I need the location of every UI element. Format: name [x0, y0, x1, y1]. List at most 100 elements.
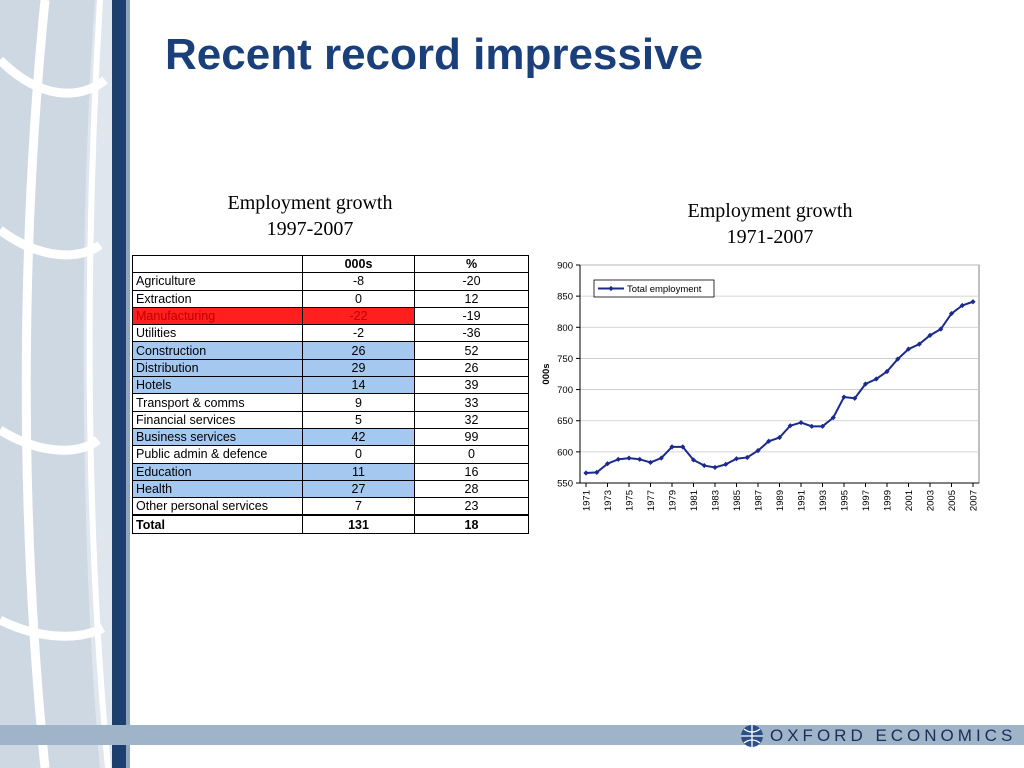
thousands-cell: 11 [302, 462, 415, 481]
globe-decoration [0, 0, 130, 768]
x-tick-label: 1987 [754, 490, 765, 511]
table-row: Manufacturing -22 -19 [132, 306, 529, 326]
data-point [776, 434, 783, 441]
y-tick-label: 900 [557, 261, 573, 272]
sector-cell: Utilities [132, 324, 303, 343]
legend-label: Total employment [627, 284, 702, 295]
data-point [873, 376, 879, 382]
legend-marker [608, 285, 614, 292]
x-tick-label: 1999 [883, 490, 894, 511]
data-point [766, 438, 772, 444]
chart-caption-line1: Employment growth [687, 200, 853, 222]
data-point [819, 423, 826, 429]
x-tick-label: 1973 [603, 490, 614, 511]
sector-cell: Education [132, 462, 303, 481]
data-point [830, 415, 836, 421]
x-tick-label: 1991 [797, 490, 808, 511]
header-sector [132, 254, 303, 274]
data-point [583, 470, 589, 476]
table-row: Other personal services 7 23 [132, 497, 529, 516]
table-header-row: 000s % [132, 254, 529, 274]
employment-line-chart: 550 600 650 700 750 800 850 900 1971 1973 1975 1977… [541, 261, 980, 511]
data-point [615, 456, 621, 462]
data-point [594, 469, 600, 476]
x-tick-label: 1985 [732, 490, 743, 511]
percent-cell: -19 [414, 306, 529, 326]
thousands-cell: 5 [302, 410, 415, 429]
sector-cell: Distribution [132, 358, 303, 378]
percent-cell: 39 [414, 376, 529, 395]
x-tick-label: 2001 [904, 490, 915, 511]
y-axis-label: 000s [541, 363, 552, 384]
legend-box [593, 279, 715, 298]
thousands-cell: -2 [302, 324, 415, 343]
percent-cell: 23 [414, 497, 529, 516]
x-tick-label: 1981 [689, 490, 700, 511]
table-body: Agriculture -8 -20 Extraction 0 12 Manufacturi… [132, 272, 529, 534]
sector-cell: Transport & comms [132, 393, 303, 412]
sector-cell: Extraction [132, 289, 303, 308]
data-point [647, 459, 654, 466]
footer-bar [0, 725, 1024, 745]
percent-cell: -36 [414, 324, 529, 343]
percent-cell: 33 [414, 393, 529, 412]
sector-cell: Manufacturing [132, 306, 303, 326]
x-tick-label: 1975 [625, 490, 636, 511]
table-row: Hotels 14 39 [132, 376, 529, 395]
y-tick-label: 600 [557, 447, 573, 458]
sector-cell: Financial services [132, 410, 303, 429]
total-label-cell: Total [132, 514, 303, 534]
y-tick-label: 850 [557, 292, 573, 303]
x-tick-label: 1989 [775, 490, 786, 511]
percent-cell: 26 [414, 358, 529, 378]
thousands-cell: 26 [302, 341, 415, 360]
percent-cell: 32 [414, 410, 529, 429]
table-row: Transport & comms 9 33 [132, 393, 529, 412]
percent-cell: 52 [414, 341, 529, 360]
data-point [841, 394, 847, 400]
sector-cell: Hotels [132, 376, 303, 395]
thousands-cell: -22 [302, 306, 415, 326]
sector-cell: Other personal services [132, 497, 303, 516]
x-tick-label: 1977 [646, 490, 657, 511]
thousands-cell: 42 [302, 427, 415, 447]
total-percent-cell: 18 [414, 514, 529, 534]
thousands-cell: 0 [302, 445, 415, 464]
data-point [637, 456, 643, 462]
data-point [744, 454, 750, 461]
x-tick-label: 1979 [668, 490, 679, 511]
data-point [916, 341, 922, 347]
data-point [690, 457, 697, 463]
table-row: Financial services 5 32 [132, 410, 529, 429]
x-tick-label: 1971 [582, 490, 593, 511]
thousands-cell: -8 [302, 272, 415, 291]
thousands-cell: 14 [302, 376, 415, 395]
data-point [787, 423, 793, 429]
footer-logo: OXFORD ECONOMICS [740, 724, 1016, 748]
percent-cell: -20 [414, 272, 529, 291]
thousands-cell: 9 [302, 393, 415, 412]
y-tick-label: 550 [557, 479, 573, 490]
x-tick-label: 2003 [926, 490, 937, 511]
percent-cell: 28 [414, 479, 529, 499]
data-point [809, 423, 815, 429]
x-tick-label: 1995 [840, 490, 851, 511]
y-tick-label: 750 [557, 354, 573, 365]
employment-growth-table: 000s % Agriculture -8 -20 Extraction 0 12 Manu… [132, 254, 529, 534]
header-thousands: 000s [302, 254, 415, 274]
table-row: Business services 42 99 [132, 427, 529, 447]
thousands-cell: 7 [302, 497, 415, 516]
percent-cell: 16 [414, 462, 529, 481]
table-total-row: Total 131 18 [132, 514, 529, 534]
table-row: Public admin & defence 0 0 [132, 445, 529, 464]
table-caption-line1: Employment growth [227, 192, 393, 214]
thousands-cell: 29 [302, 358, 415, 378]
sector-cell: Agriculture [132, 272, 303, 291]
percent-cell: 99 [414, 427, 529, 447]
thousands-cell: 0 [302, 289, 415, 308]
table-row: Education 11 16 [132, 462, 529, 481]
x-tick-label: 2007 [969, 490, 980, 511]
data-point [680, 444, 686, 450]
data-point [927, 332, 933, 338]
y-tick-label: 700 [557, 385, 573, 396]
